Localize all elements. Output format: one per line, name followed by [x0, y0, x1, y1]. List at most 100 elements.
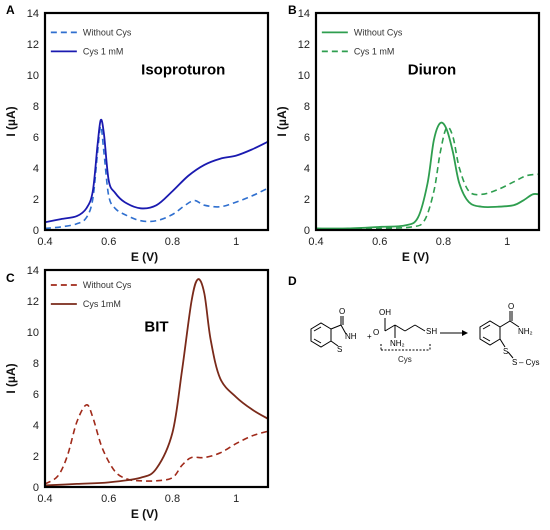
- product-ss-bond: [507, 351, 514, 359]
- product-molecule: [479, 311, 520, 359]
- product-o-label: O: [508, 302, 514, 311]
- y-tick-label: 12: [27, 296, 39, 308]
- legend-label: Cys 1mM: [83, 299, 121, 309]
- cys-oh-label: OH: [379, 308, 391, 317]
- y-tick-label: 14: [27, 8, 39, 20]
- cys-bond: [414, 324, 426, 332]
- y-tick-label: 0: [33, 482, 39, 494]
- y-tick-label: 0: [304, 225, 310, 237]
- series-line-2: [45, 278, 268, 487]
- x-tick-label: 0.6: [101, 493, 116, 505]
- y-tick-label: 6: [33, 389, 39, 401]
- y-tick-label: 12: [27, 39, 39, 51]
- plot-frame: [43, 11, 270, 232]
- x-tick-label: 0.8: [165, 236, 180, 248]
- x-tick-label: 1: [233, 236, 239, 248]
- y-tick-label: 12: [298, 39, 310, 51]
- reaction-scheme-panel-d: D O NH S + OH O NH₂: [288, 274, 539, 367]
- x-tick-label: 1: [233, 493, 239, 505]
- y-axis-label: I (µA): [4, 106, 18, 136]
- cys-sh-label: SH: [426, 327, 437, 336]
- series-line-1: [45, 125, 268, 230]
- product-nh2-label: NH₂: [518, 327, 533, 336]
- series-line-2: [45, 118, 268, 224]
- product-s-bond: [499, 338, 506, 348]
- bit-double-bond: [313, 326, 322, 332]
- y-tick-label: 6: [33, 132, 39, 144]
- legend-label: Without Cys: [354, 27, 403, 37]
- y-tick-label: 2: [304, 194, 310, 206]
- y-tick-label: 10: [298, 70, 310, 82]
- chart-panel-b: B 0 2 4 6 8 10 12 14 0.4 0.6 0.8 1 E (V) I (µA) Diuron W…: [275, 3, 541, 264]
- y-tick-label: 0: [33, 225, 39, 237]
- cys-bond: [394, 324, 406, 332]
- plot-frame: [314, 11, 541, 232]
- y-tick-label: 14: [298, 8, 310, 20]
- product-bond: [499, 320, 511, 328]
- legend-label: Cys 1 mM: [83, 46, 124, 56]
- cys-o-label: O: [373, 328, 379, 337]
- product-double-bond: [482, 336, 491, 342]
- legend-label: Without Cys: [83, 280, 132, 290]
- cys-bond: [384, 324, 396, 332]
- x-tick-label: 0.8: [165, 493, 180, 505]
- bit-double-bond: [313, 338, 322, 344]
- reaction-arrow: [440, 330, 468, 336]
- cys-bond: [404, 324, 416, 332]
- chart-title: BIT: [144, 318, 168, 335]
- bit-s-label: S: [337, 345, 342, 354]
- product-s1-label: S: [503, 347, 508, 356]
- y-tick-label: 10: [27, 327, 39, 339]
- y-tick-label: 4: [33, 163, 39, 175]
- bit-nh-label: NH: [345, 332, 357, 341]
- chart-title: Diuron: [408, 61, 456, 78]
- x-tick-label: 0.4: [37, 493, 52, 505]
- y-tick-label: 4: [304, 163, 310, 175]
- chart-panel-a: A 0 2 4 6 8 10 12 14 0.4 0.6 0.8 1 E (V) I (µA) Isoprot…: [4, 3, 270, 264]
- panel-letter: C: [6, 271, 15, 285]
- bit-bond: [330, 340, 339, 347]
- product-double-bond: [482, 324, 491, 330]
- bit-molecule: [310, 316, 347, 348]
- chart-title: Isoproturon: [141, 61, 225, 78]
- y-tick-label: 8: [304, 101, 310, 113]
- benzene-ring-product: [479, 320, 501, 346]
- plus-sign: +: [367, 332, 372, 341]
- y-axis-label: I (µA): [4, 363, 18, 393]
- x-tick-label: 0.8: [436, 236, 451, 248]
- y-tick-label: 10: [27, 70, 39, 82]
- cys-caption: Cys: [398, 355, 412, 364]
- series-line-2: [316, 126, 539, 230]
- y-axis-label: I (µA): [275, 106, 289, 136]
- y-tick-label: 6: [304, 132, 310, 144]
- x-tick-label: 0.4: [308, 236, 323, 248]
- chart-panel-c: C 0 2 4 6 8 10 12 14 0.4 0.6 0.8 1 E (V) I (µA) BIT With…: [4, 265, 270, 521]
- series-line-1: [316, 121, 539, 230]
- plot-frame: [43, 268, 270, 489]
- bit-bond: [340, 324, 347, 335]
- x-tick-label: 0.6: [101, 236, 116, 248]
- product-s2-label: S: [512, 358, 517, 367]
- series-line-1: [45, 404, 268, 485]
- x-axis-label: E (V): [131, 250, 158, 264]
- x-axis-label: E (V): [402, 250, 429, 264]
- x-tick-label: 1: [504, 236, 510, 248]
- y-tick-label: 2: [33, 194, 39, 206]
- panel-letter: A: [6, 3, 15, 17]
- y-tick-label: 14: [27, 265, 39, 277]
- cys-nh2-label: NH₂: [390, 339, 405, 348]
- legend-label: Cys 1 mM: [354, 46, 395, 56]
- y-tick-label: 4: [33, 420, 39, 432]
- y-tick-label: 8: [33, 358, 39, 370]
- legend-label: Without Cys: [83, 27, 132, 37]
- benzene-ring-bit: [310, 322, 332, 348]
- y-tick-label: 2: [33, 451, 39, 463]
- bit-o-label: O: [339, 307, 345, 316]
- x-tick-label: 0.4: [37, 236, 52, 248]
- y-tick-label: 8: [33, 101, 39, 113]
- x-axis-label: E (V): [131, 507, 158, 521]
- cysteine-molecule: [380, 318, 431, 351]
- panel-letter: B: [288, 3, 297, 17]
- product-amide-bond: [509, 320, 520, 328]
